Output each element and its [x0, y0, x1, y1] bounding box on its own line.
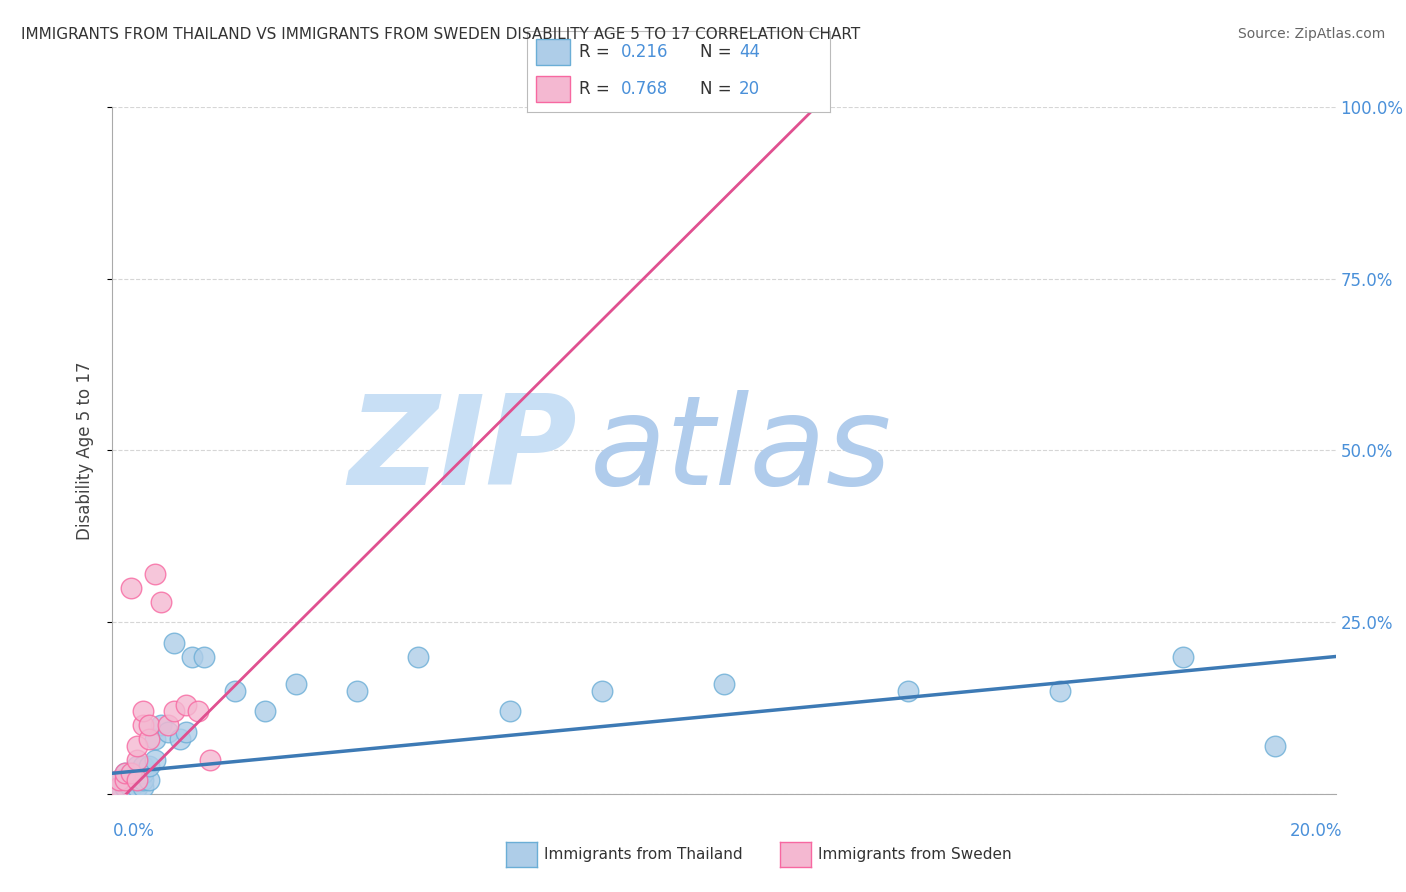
Bar — [536, 76, 569, 102]
Point — [132, 766, 155, 780]
Text: 20.0%: 20.0% — [1291, 822, 1343, 840]
Point — [169, 731, 191, 746]
Point — [132, 759, 155, 773]
Point — [174, 698, 197, 712]
Point — [114, 780, 136, 794]
Point — [107, 780, 129, 794]
Point — [120, 773, 142, 788]
Point — [408, 649, 430, 664]
Text: 0.216: 0.216 — [621, 43, 668, 61]
Point — [132, 718, 155, 732]
Point — [181, 649, 204, 664]
Y-axis label: Disability Age 5 to 17: Disability Age 5 to 17 — [76, 361, 94, 540]
Point — [174, 725, 197, 739]
Point — [120, 766, 142, 780]
Point — [107, 773, 129, 788]
Text: 44: 44 — [740, 43, 759, 61]
Text: 20: 20 — [740, 80, 761, 98]
Point — [254, 705, 277, 719]
Point — [125, 773, 148, 788]
Point — [114, 766, 136, 780]
Point — [120, 773, 142, 788]
Point — [120, 581, 142, 595]
Point — [138, 759, 160, 773]
Text: R =: R = — [579, 43, 614, 61]
Point — [132, 705, 155, 719]
Bar — [536, 39, 569, 65]
Text: N =: N = — [700, 80, 737, 98]
Point — [163, 705, 186, 719]
Point — [150, 594, 173, 608]
Point — [1171, 649, 1194, 664]
Point — [120, 780, 142, 794]
Point — [114, 780, 136, 794]
Point — [125, 759, 148, 773]
Point — [156, 725, 179, 739]
Point — [132, 780, 155, 794]
Text: N =: N = — [700, 43, 737, 61]
Point — [107, 773, 129, 788]
Point — [125, 766, 148, 780]
Text: IMMIGRANTS FROM THAILAND VS IMMIGRANTS FROM SWEDEN DISABILITY AGE 5 TO 17 CORREL: IMMIGRANTS FROM THAILAND VS IMMIGRANTS F… — [21, 27, 860, 42]
Text: Immigrants from Sweden: Immigrants from Sweden — [818, 847, 1012, 862]
Point — [107, 780, 129, 794]
Text: 0.0%: 0.0% — [112, 822, 155, 840]
Point — [138, 773, 160, 788]
Text: ZIP: ZIP — [349, 390, 578, 511]
Text: 0.768: 0.768 — [621, 80, 668, 98]
Point — [499, 705, 522, 719]
Text: Source: ZipAtlas.com: Source: ZipAtlas.com — [1237, 27, 1385, 41]
Point — [224, 683, 246, 698]
Point — [125, 739, 148, 753]
Point — [1049, 683, 1071, 698]
Point — [125, 752, 148, 766]
Point — [125, 773, 148, 788]
Point — [143, 567, 166, 582]
Point — [1264, 739, 1286, 753]
Point — [114, 773, 136, 788]
Point — [114, 773, 136, 788]
Text: R =: R = — [579, 80, 614, 98]
Point — [150, 718, 173, 732]
Point — [897, 683, 920, 698]
Point — [138, 731, 160, 746]
Point — [200, 752, 222, 766]
Point — [114, 773, 136, 788]
Point — [143, 731, 166, 746]
Point — [163, 636, 186, 650]
Point — [120, 766, 142, 780]
Point — [187, 705, 209, 719]
Point — [125, 780, 148, 794]
Point — [284, 677, 308, 691]
Point — [114, 766, 136, 780]
Point — [107, 780, 129, 794]
Point — [138, 718, 160, 732]
Point — [591, 683, 613, 698]
Text: Immigrants from Thailand: Immigrants from Thailand — [544, 847, 742, 862]
Point — [713, 677, 735, 691]
Point — [120, 780, 142, 794]
Text: atlas: atlas — [589, 390, 891, 511]
Point — [132, 773, 155, 788]
Point — [156, 718, 179, 732]
Point — [143, 752, 166, 766]
Point — [193, 649, 215, 664]
Point — [346, 683, 368, 698]
